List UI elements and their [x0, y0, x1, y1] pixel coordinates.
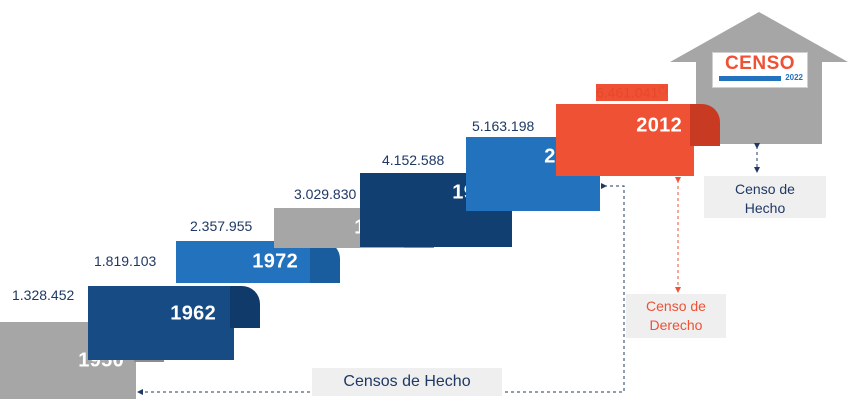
step-2012: 2012 — [556, 104, 722, 176]
censo-logo-title: CENSO — [724, 53, 796, 74]
step-value-1992: 4.152.588 — [382, 152, 445, 168]
censo-logo: CENSO 2022 — [712, 52, 808, 88]
step-year: 2012 — [636, 114, 682, 137]
censo-logo-strip — [719, 76, 781, 81]
label-censos-de-hecho: Censos de Hecho — [312, 368, 502, 396]
step-value-2002: 5.163.198 — [472, 118, 535, 134]
step-value-2012: 6.461.041(*) — [596, 84, 668, 101]
censo-logo-year: 2022 — [785, 73, 803, 82]
footnote-marker: (*) — [658, 84, 668, 94]
label-censo-de-derecho: Censo de Derecho — [626, 294, 726, 338]
label-censo-de-hecho: Censo de Hecho — [704, 176, 826, 218]
step-value-1950: 1.328.452 — [12, 287, 75, 303]
step-value-2012-number: 6.461.041 — [596, 84, 659, 101]
